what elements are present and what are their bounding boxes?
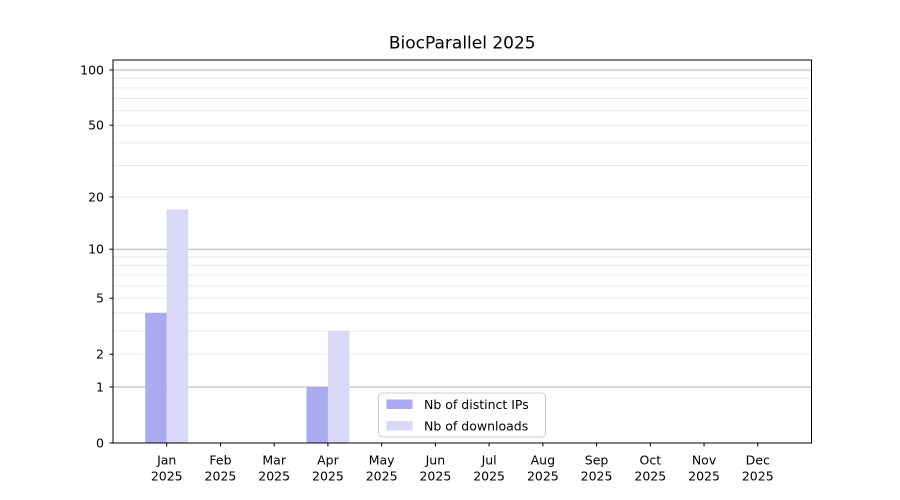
y-tick-label-5: 5 xyxy=(96,291,104,306)
x-tick-label-year-oct: 2025 xyxy=(634,469,666,484)
y-tick-label-20: 20 xyxy=(88,189,104,204)
x-tick-label-year-jan: 2025 xyxy=(151,469,183,484)
bar-jan-downloads xyxy=(166,209,189,443)
legend-label-distinct-ips: Nb of distinct IPs xyxy=(424,397,529,412)
x-tick-label-month-dec: Dec xyxy=(746,453,770,468)
legend-swatch-distinct-ips xyxy=(386,399,413,409)
bar-apr-downloads xyxy=(327,330,350,443)
y-tick-label-50: 50 xyxy=(88,118,104,133)
x-tick-label-month-jun: Jun xyxy=(425,453,446,468)
x-tick-label-year-mar: 2025 xyxy=(258,469,290,484)
x-tick-label-month-oct: Oct xyxy=(639,453,661,468)
x-tick-label-year-sep: 2025 xyxy=(581,469,613,484)
x-tick-label-year-dec: 2025 xyxy=(742,469,774,484)
x-tick-label-month-jul: Jul xyxy=(481,453,497,468)
legend-box xyxy=(378,392,546,438)
y-tick-label-2: 2 xyxy=(96,347,104,362)
x-tick-label-year-may: 2025 xyxy=(366,469,398,484)
bar-jan-distinct-ips xyxy=(145,312,167,443)
x-tick-label-month-apr: Apr xyxy=(317,453,339,468)
x-tick-label-year-nov: 2025 xyxy=(688,469,720,484)
y-tick-label-10: 10 xyxy=(88,242,104,257)
x-tick-label-month-nov: Nov xyxy=(692,453,717,468)
bar-apr-distinct-ips xyxy=(306,386,328,443)
x-tick-label-month-jan: Jan xyxy=(156,453,176,468)
legend-swatch-downloads xyxy=(386,421,413,431)
y-tick-label-1: 1 xyxy=(96,379,104,394)
x-tick-label-month-feb: Feb xyxy=(209,453,231,468)
legend-label-downloads: Nb of downloads xyxy=(424,419,528,434)
x-tick-label-year-jun: 2025 xyxy=(419,469,451,484)
plot-border xyxy=(112,59,812,444)
x-tick-label-year-feb: 2025 xyxy=(205,469,237,484)
y-tick-label-100: 100 xyxy=(80,63,104,78)
x-tick-label-month-mar: Mar xyxy=(262,453,286,468)
x-tick-label-month-sep: Sep xyxy=(585,453,609,468)
x-tick-label-year-apr: 2025 xyxy=(312,469,344,484)
chart-title: BiocParallel 2025 xyxy=(389,34,536,54)
x-tick-label-year-jul: 2025 xyxy=(473,469,505,484)
x-tick-label-year-aug: 2025 xyxy=(527,469,559,484)
x-tick-label-month-aug: Aug xyxy=(531,453,555,468)
x-tick-label-month-may: May xyxy=(369,453,395,468)
y-tick-label-0: 0 xyxy=(96,436,104,451)
